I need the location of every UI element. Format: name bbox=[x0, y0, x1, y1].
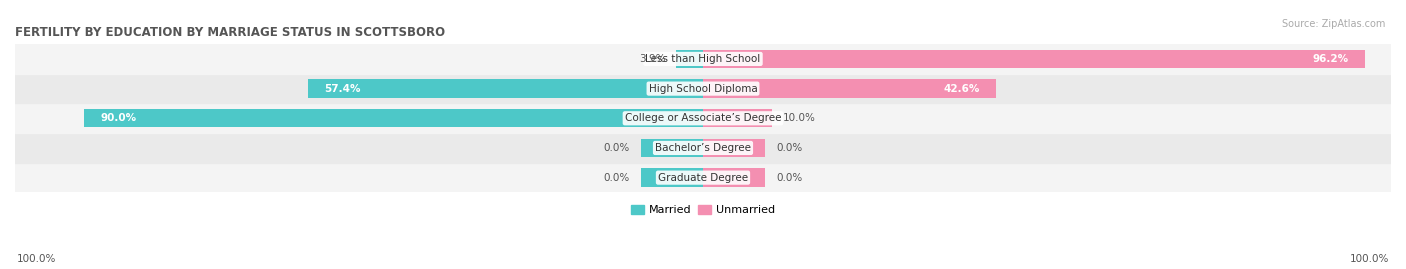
Text: Source: ZipAtlas.com: Source: ZipAtlas.com bbox=[1281, 19, 1385, 29]
Text: 0.0%: 0.0% bbox=[776, 143, 803, 153]
Legend: Married, Unmarried: Married, Unmarried bbox=[627, 200, 779, 220]
Bar bbox=[84, 109, 703, 128]
Text: Bachelor’s Degree: Bachelor’s Degree bbox=[655, 143, 751, 153]
Text: 0.0%: 0.0% bbox=[603, 143, 630, 153]
Text: 57.4%: 57.4% bbox=[325, 84, 361, 94]
Text: 100.0%: 100.0% bbox=[17, 254, 56, 264]
Bar bbox=[641, 139, 703, 157]
Text: 0.0%: 0.0% bbox=[776, 173, 803, 183]
Text: 96.2%: 96.2% bbox=[1312, 54, 1348, 64]
Text: 90.0%: 90.0% bbox=[100, 113, 136, 123]
Bar bbox=[641, 168, 703, 187]
Bar bbox=[676, 50, 703, 68]
Bar bbox=[15, 74, 1391, 104]
Text: Less than High School: Less than High School bbox=[645, 54, 761, 64]
Bar bbox=[703, 139, 765, 157]
Bar bbox=[308, 79, 703, 98]
Text: College or Associate’s Degree: College or Associate’s Degree bbox=[624, 113, 782, 123]
Bar bbox=[703, 79, 995, 98]
Bar bbox=[15, 44, 1391, 74]
Bar bbox=[703, 50, 1365, 68]
Bar bbox=[703, 168, 765, 187]
Text: High School Diploma: High School Diploma bbox=[648, 84, 758, 94]
Text: 10.0%: 10.0% bbox=[783, 113, 815, 123]
Text: Graduate Degree: Graduate Degree bbox=[658, 173, 748, 183]
Text: 0.0%: 0.0% bbox=[603, 173, 630, 183]
Bar bbox=[15, 163, 1391, 192]
Text: FERTILITY BY EDUCATION BY MARRIAGE STATUS IN SCOTTSBORO: FERTILITY BY EDUCATION BY MARRIAGE STATU… bbox=[15, 26, 446, 39]
Text: 100.0%: 100.0% bbox=[1350, 254, 1389, 264]
Bar bbox=[15, 133, 1391, 163]
Text: 3.9%: 3.9% bbox=[638, 54, 665, 64]
Bar bbox=[703, 109, 772, 128]
Bar bbox=[15, 104, 1391, 133]
Text: 42.6%: 42.6% bbox=[943, 84, 980, 94]
